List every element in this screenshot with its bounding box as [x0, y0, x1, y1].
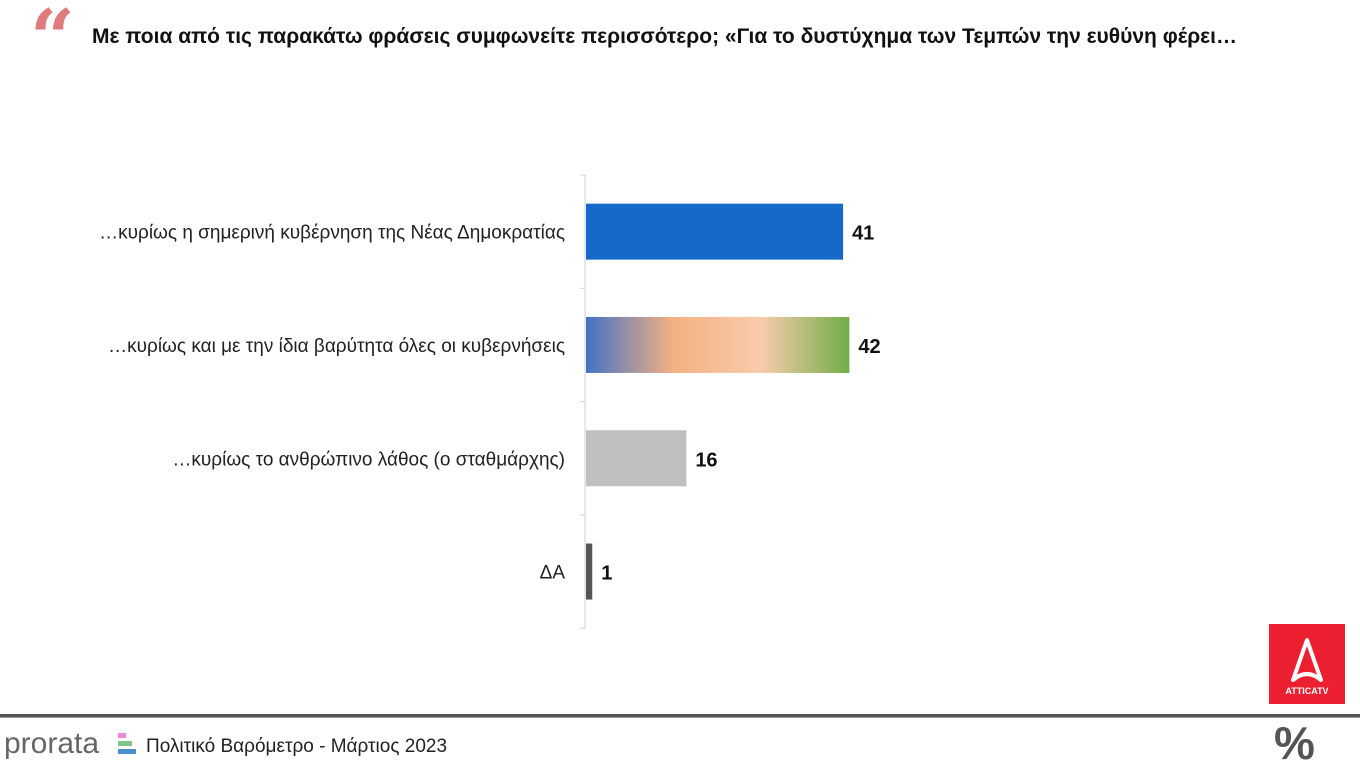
value-label: 16	[695, 449, 717, 471]
quote-mark-icon: “	[30, 0, 75, 84]
attica-a-icon	[1291, 638, 1323, 682]
category-label: …κυρίως και με την ίδια βαρύτητα όλες οι…	[108, 336, 565, 357]
percent-icon: %	[1274, 717, 1315, 769]
logo-text: ATTICATV	[1285, 686, 1329, 696]
footer-divider	[0, 714, 1360, 718]
chart-title: Με ποια από τις παρακάτω φράσεις συμφωνε…	[92, 25, 1237, 48]
footer-subtitle: Πολιτικό Βαρόμετρο - Μάρτιος 2023	[146, 736, 448, 757]
value-label: 42	[858, 336, 880, 358]
prorata-logo: prorata	[4, 727, 100, 760]
bar-chart: …κυρίως η σημερινή κυβέρνηση της Νέας Δη…	[99, 174, 881, 629]
value-label: 41	[852, 223, 874, 245]
value-label: 1	[601, 563, 612, 585]
category-label: …κυρίως το ανθρώπινο λάθος (ο σταθμάρχης…	[172, 449, 565, 470]
bar	[586, 316, 850, 373]
prorata-bars-icon	[118, 733, 136, 757]
bar	[586, 203, 844, 260]
category-label: …κυρίως η σημερινή κυβέρνηση της Νέας Δη…	[99, 223, 565, 244]
bar	[586, 430, 687, 487]
bar	[586, 543, 593, 600]
attica-tv-logo: ATTICATV	[1269, 624, 1345, 704]
category-label: ΔΑ	[540, 563, 566, 584]
